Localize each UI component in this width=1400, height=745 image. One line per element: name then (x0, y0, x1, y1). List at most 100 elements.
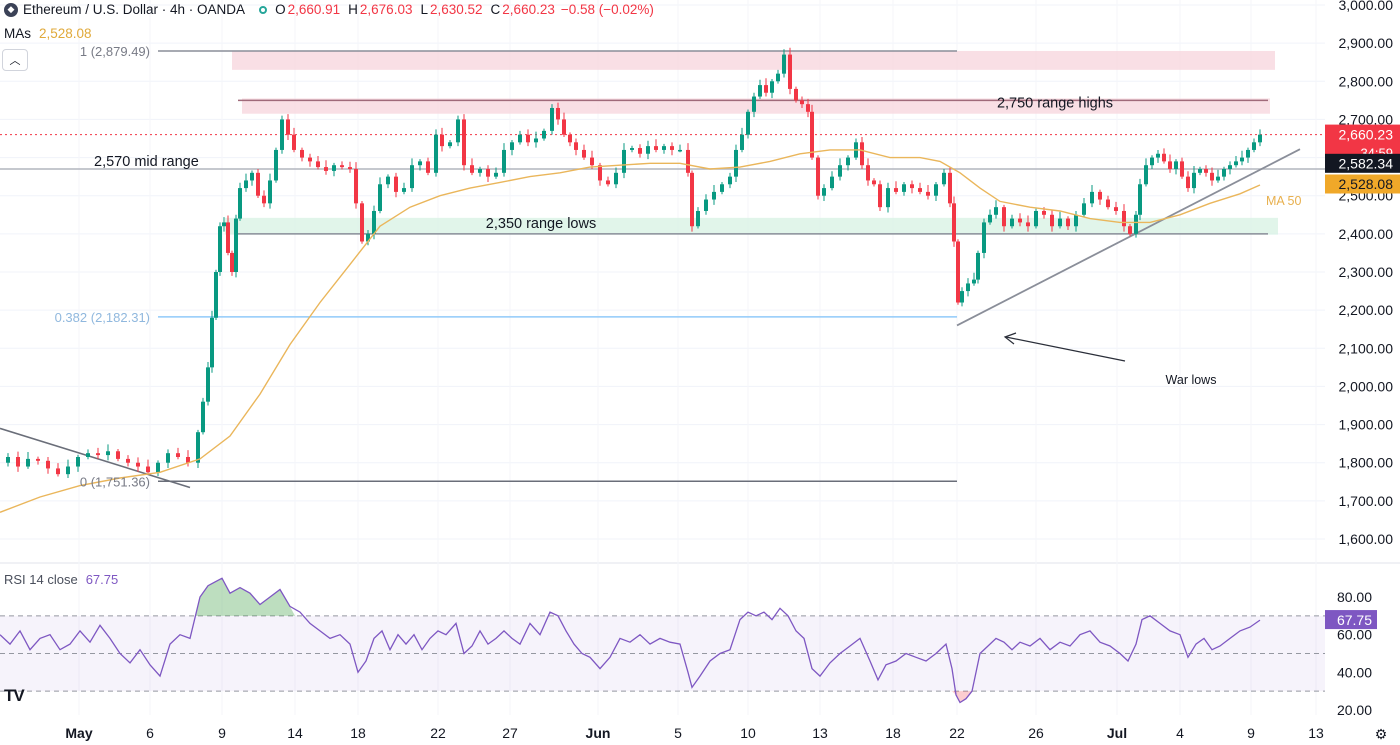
candle-up (1074, 214, 1078, 227)
candle-up (1198, 169, 1202, 173)
candle-up (1156, 153, 1160, 158)
settings-gear-icon[interactable]: ⚙ (1375, 726, 1388, 742)
candle-down (348, 167, 352, 170)
candle-up (1058, 218, 1062, 227)
candle-down (1114, 207, 1118, 211)
ma50-label: MA 50 (1266, 194, 1301, 208)
candle-up (448, 142, 452, 147)
candle-down (1186, 176, 1190, 189)
candle-down (574, 142, 578, 150)
time-axis[interactable]: May 6 9 14 18 22 27 Jun 5 10 13 18 22 26 Jul 4 9 13 ⚙ (65, 725, 1387, 742)
candle-up (494, 172, 498, 177)
ma50-line (0, 149, 1261, 513)
tradingview-logo: TV (4, 686, 25, 705)
rsi-legend[interactable]: RSI 14 close 67.75 (4, 572, 118, 587)
candle-up (238, 188, 242, 219)
candle-up (502, 149, 506, 173)
candle-down (638, 148, 642, 154)
price-tick-label: 2,200.00 (1339, 302, 1394, 318)
candle-up (378, 184, 382, 211)
candle-down (582, 149, 586, 158)
candle-down (860, 142, 864, 166)
high-value: 2,676.03 (359, 2, 413, 17)
candle-up (274, 149, 278, 181)
candle-up (222, 222, 226, 227)
low-value: 2,630.52 (429, 2, 483, 17)
candle-up (214, 272, 218, 318)
rsi-value-tag: 67.75 (1337, 612, 1372, 628)
candle-down (956, 241, 960, 303)
symbol-legend[interactable]: ◆ Ethereum / U.S. Dollar · 4h · OANDA O … (4, 2, 654, 17)
price-tick-label: 2,100.00 (1339, 340, 1394, 356)
candle-up (782, 54, 786, 74)
candle-up (106, 451, 110, 456)
candle-up (6, 456, 10, 463)
candle-down (292, 134, 296, 150)
candle-down (606, 180, 610, 185)
candle-down (1210, 172, 1214, 181)
candle-down (1098, 191, 1102, 200)
war-lows-label: War lows (1166, 373, 1217, 387)
time-tick-label: 6 (146, 725, 154, 741)
candle-up (1192, 172, 1196, 189)
candle-up (250, 172, 254, 181)
candle-up (902, 184, 906, 192)
candle-down (764, 85, 768, 93)
candle-up (972, 279, 976, 284)
candle-up (988, 214, 992, 223)
ma50-layer (0, 149, 1261, 513)
candle-up (1174, 161, 1178, 170)
candle-up (210, 317, 214, 368)
low-label: L (420, 2, 428, 17)
candle-up (886, 188, 890, 208)
price-axis[interactable]: 3,000.002,900.002,800.002,700.002,600.00… (1325, 0, 1400, 718)
candle-up (934, 184, 938, 196)
candle-down (816, 157, 820, 196)
candle-up (66, 466, 70, 475)
candle-down (918, 188, 922, 192)
rsi-value: 67.75 (85, 572, 119, 587)
candle-up (478, 169, 482, 173)
candle-down (1026, 222, 1030, 227)
candle-down (286, 119, 290, 135)
candle-up (1150, 157, 1154, 166)
level-lines (0, 50, 1325, 489)
candle-up (822, 188, 826, 196)
close-value: 2,660.23 (502, 2, 555, 17)
candle-up (1216, 176, 1220, 181)
candle-up (26, 458, 30, 467)
collapse-legend-button[interactable]: ︿ (2, 49, 28, 71)
candle-down (878, 184, 882, 208)
time-tick-label: 9 (1247, 725, 1255, 741)
time-tick-label: 4 (1176, 725, 1184, 741)
zones (225, 50, 1278, 235)
candles (6, 47, 1262, 478)
candle-up (646, 146, 650, 154)
candle-down (1066, 218, 1070, 227)
annotations: 1 (2,879.49) 0.382 (2,182.31) 0 (1,751.36)… (55, 44, 1302, 489)
ma-legend[interactable]: MAs 2,528.08 (4, 26, 92, 41)
candle-down (1002, 207, 1006, 227)
ma-label: MAs (4, 26, 31, 41)
open-label: O (275, 2, 286, 17)
fib-1-label: 1 (2,879.49) (80, 44, 150, 59)
time-tick-label: May (65, 725, 92, 741)
candle-down (686, 149, 690, 173)
candle-up (206, 367, 210, 402)
symbol-title[interactable]: Ethereum / U.S. Dollar · 4h · OANDA (23, 2, 246, 17)
candle-down (590, 157, 594, 166)
candle-up (758, 85, 762, 97)
candle-up (1222, 169, 1226, 177)
candle-up (244, 180, 248, 189)
candle-down (1168, 161, 1172, 170)
fib-0382-label: 0.382 (2,182.31) (55, 310, 150, 325)
time-tick-label: Jun (586, 725, 611, 741)
price-tick-label: 2,700.00 (1339, 111, 1394, 127)
rsi-tick-label: 40.00 (1337, 664, 1372, 680)
ethereum-icon: ◆ (4, 2, 18, 17)
candle-down (872, 180, 876, 185)
candle-down (1106, 199, 1110, 208)
uptrend-line (956, 148, 1301, 327)
last-price-tag: 2,660.23 (1339, 127, 1394, 143)
